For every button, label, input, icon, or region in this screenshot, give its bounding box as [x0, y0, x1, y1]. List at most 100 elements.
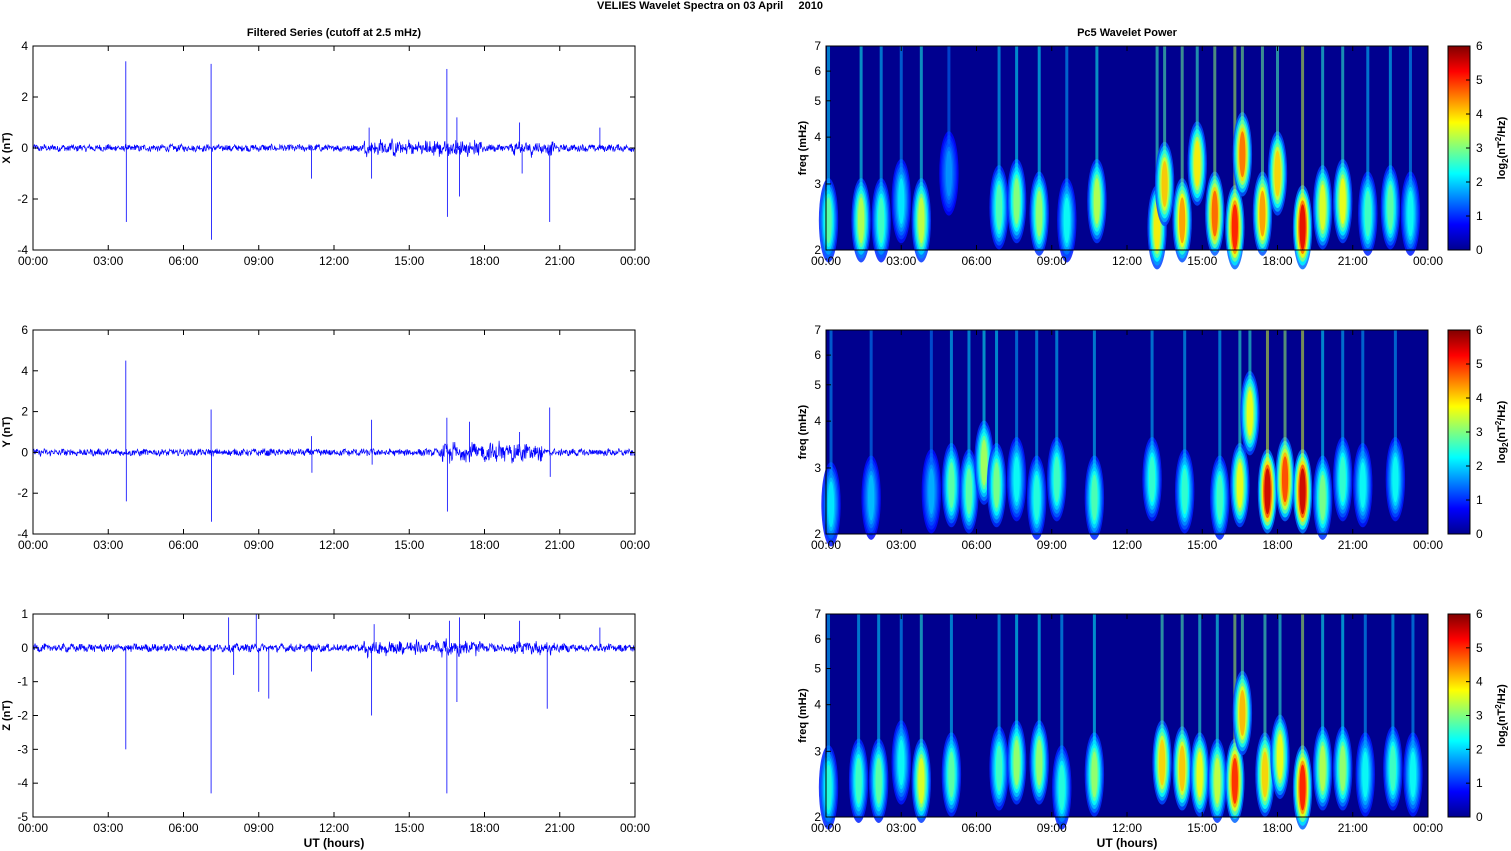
power-contour [1387, 184, 1394, 231]
power-streak [1092, 614, 1096, 745]
power-blob [1270, 614, 1290, 799]
power-contour [948, 462, 955, 509]
power-blob [1358, 46, 1378, 256]
power-streak [1215, 614, 1219, 751]
power-streak [1278, 614, 1282, 727]
x-tick-label: 18:00 [1262, 254, 1292, 268]
power-blob [1292, 330, 1313, 534]
y-tick-label: 4 [814, 698, 821, 712]
y-tick-label: -1 [17, 675, 28, 689]
power-streak [1276, 46, 1279, 144]
power-streak [899, 46, 903, 172]
power-blob [1312, 614, 1333, 811]
x-tick-label: 06:00 [168, 254, 198, 268]
power-blob [1027, 330, 1047, 540]
power-contour [875, 757, 882, 804]
colorbar-label: log2(nT2/Hz) [1494, 684, 1510, 747]
x-tick-label: 00:00 [811, 254, 841, 268]
power-blob [1084, 330, 1105, 540]
power-streak [1180, 46, 1184, 191]
y-tick-label: 5 [814, 378, 821, 392]
y-axis-label: freq (mHz) [797, 404, 809, 459]
power-streak [859, 46, 863, 191]
x-tick-label: 15:00 [1187, 254, 1217, 268]
x-tick-label: 18:00 [469, 254, 499, 268]
power-contour [1339, 745, 1346, 792]
power-contour [1091, 751, 1098, 798]
power-streak [1260, 46, 1264, 184]
power-contour [1409, 751, 1417, 798]
power-contour [1053, 456, 1060, 503]
power-blob [1175, 330, 1195, 534]
power-blob [1312, 46, 1333, 250]
x-tick-label: 15:00 [1187, 538, 1217, 552]
power-streak [1195, 46, 1199, 134]
x-axis-label-left: UT (hours) [304, 836, 365, 850]
power-contour [898, 178, 905, 225]
colorbar-tick-label: 4 [1476, 675, 1483, 689]
power-contour [1274, 150, 1281, 197]
y-tick-label: 7 [814, 323, 821, 337]
colorbar-tick-label: 5 [1476, 73, 1483, 87]
power-blob [911, 46, 931, 263]
x-tick-label: 00:00 [18, 254, 48, 268]
power-streak [1163, 46, 1167, 154]
y-tick-label: 2 [814, 527, 821, 541]
y-tick-label: 1 [21, 607, 28, 621]
power-blob [1187, 46, 1207, 206]
x-tick-label: 12:00 [1112, 254, 1142, 268]
power-blob [1087, 46, 1107, 244]
x-tick-label: 21:00 [545, 254, 575, 268]
y-tick-label: 5 [814, 662, 821, 676]
x-tick-label: 03:00 [93, 538, 123, 552]
power-contour [1239, 689, 1246, 736]
power-blob [1205, 46, 1225, 256]
colorbar-tick-label: 1 [1476, 493, 1483, 507]
x-tick-label: 15:00 [394, 254, 424, 268]
power-blob [1207, 614, 1227, 824]
power-contour [1033, 474, 1040, 521]
power-streak [1015, 330, 1019, 450]
power-contour [1339, 456, 1346, 503]
power-streak [1240, 46, 1244, 125]
y-tick-label: 4 [814, 130, 821, 144]
power-contour [1246, 390, 1253, 437]
power-contour [1364, 190, 1371, 237]
power-streak [1233, 46, 1237, 198]
power-blob [891, 46, 911, 244]
x-tick-label: 00:00 [1413, 254, 1443, 268]
y-tick-label: -2 [17, 192, 28, 206]
power-contour [980, 439, 988, 486]
power-streak [879, 46, 883, 191]
power-contour [1063, 197, 1070, 244]
power-contour [1013, 178, 1020, 225]
power-blob [1006, 46, 1027, 244]
power-blob [1400, 46, 1421, 256]
power-contour [878, 197, 885, 244]
power-streak [1060, 614, 1064, 758]
power-streak [1065, 46, 1069, 191]
y-tick-label: -4 [17, 527, 28, 541]
power-blob [1252, 46, 1273, 256]
power-contour [827, 481, 835, 528]
power-streak [1095, 46, 1099, 172]
power-blob [1333, 330, 1353, 522]
y-axis-label: X (nT) [1, 132, 13, 163]
power-contour [1239, 131, 1246, 178]
power-blob [1403, 614, 1423, 817]
colorbar-tick-label: 4 [1476, 391, 1483, 405]
power-streak [1198, 614, 1202, 745]
power-streak [1015, 46, 1019, 172]
x-tick-label: 00:00 [1413, 821, 1443, 835]
x-tick-label: 18:00 [469, 538, 499, 552]
y-axis-label: freq (mHz) [797, 120, 809, 175]
power-streak [1408, 46, 1412, 184]
power-contour [1159, 739, 1166, 786]
power-contour [1181, 468, 1188, 515]
power-contour [1362, 751, 1369, 798]
x-tick-label: 15:00 [394, 821, 424, 835]
x-tick-label: 06:00 [168, 538, 198, 552]
power-contour [1319, 184, 1326, 231]
power-streak [877, 614, 881, 751]
power-streak [1183, 330, 1187, 462]
